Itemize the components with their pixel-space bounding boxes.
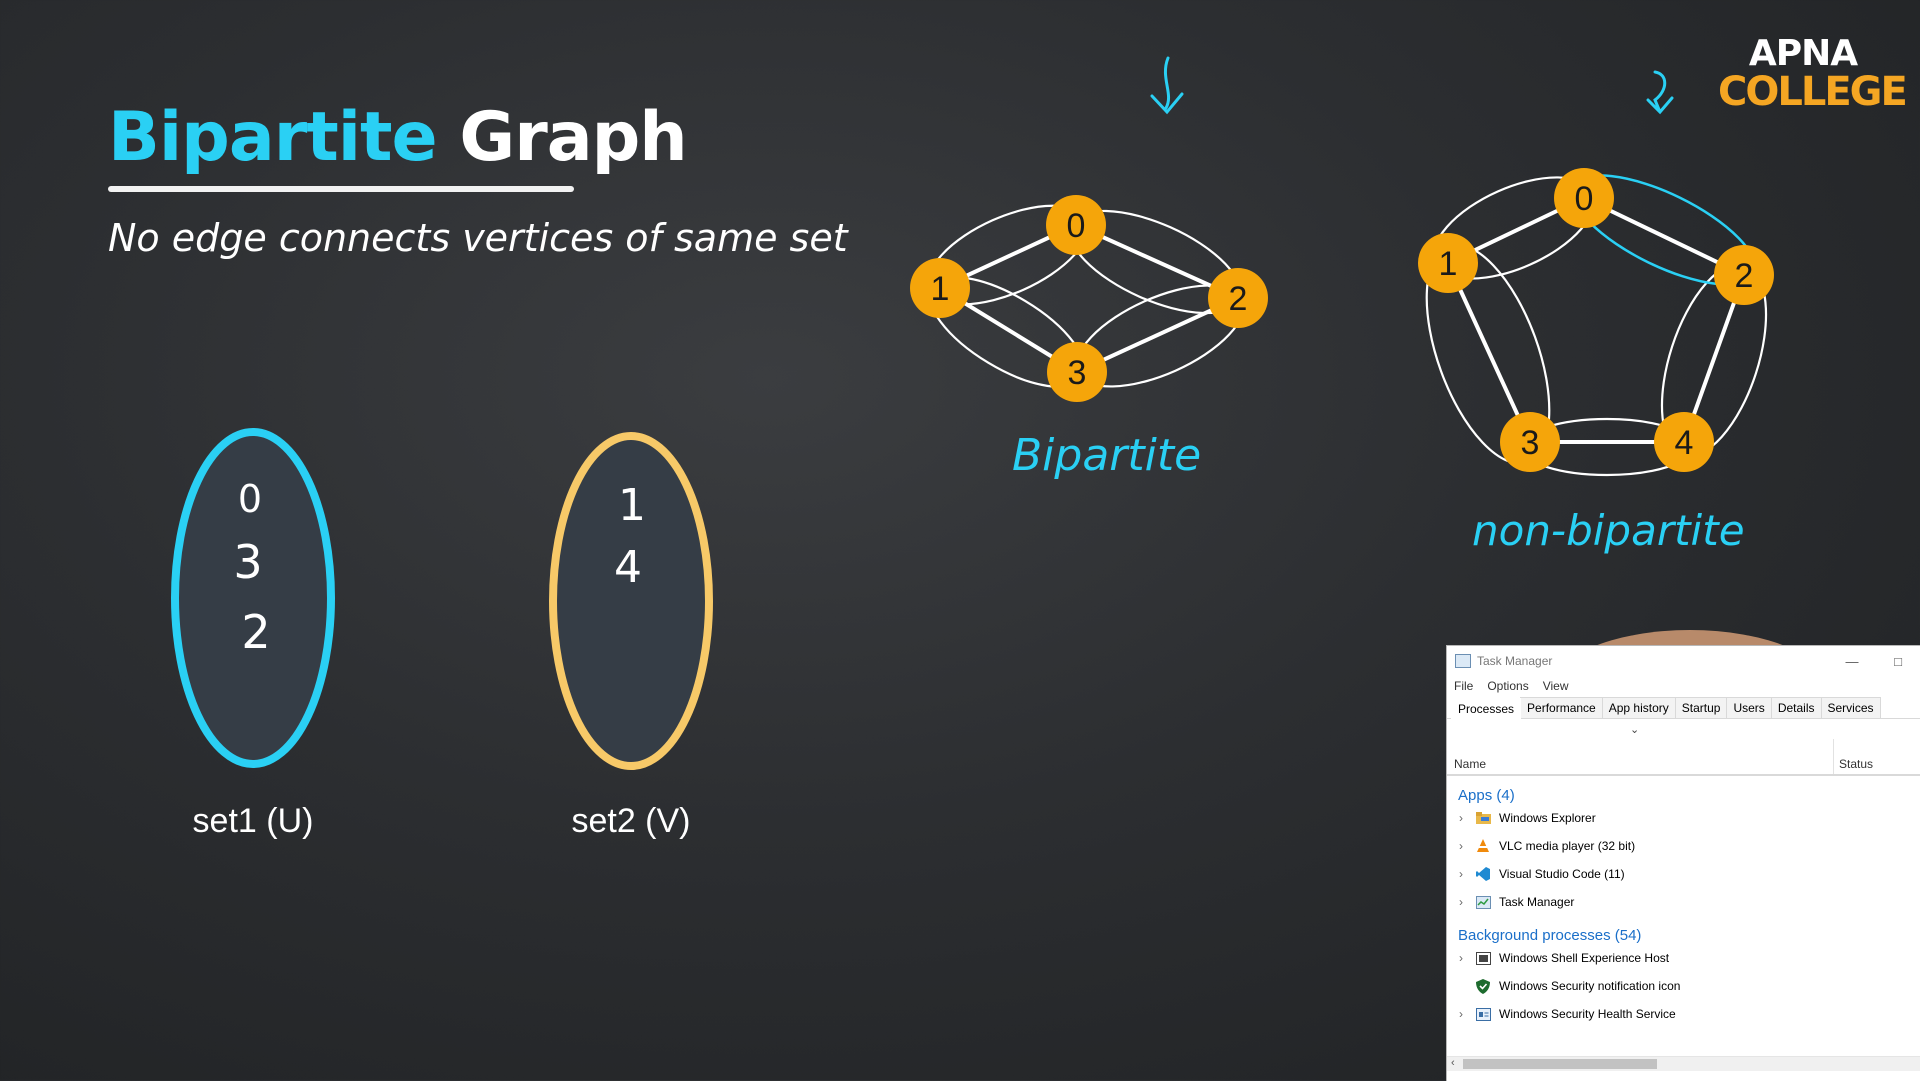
list-item-label: Task Manager (1499, 895, 1575, 909)
node-label: 2 (1229, 280, 1248, 318)
maximize-icon[interactable]: □ (1894, 653, 1902, 669)
graph-node (1714, 245, 1774, 305)
graph-node (1047, 342, 1107, 402)
set1-value: 2 (241, 605, 270, 659)
set2-value: 4 (614, 542, 642, 593)
graph-node (1046, 195, 1106, 255)
tab-startup[interactable]: Startup (1674, 697, 1728, 718)
window-title: Task Manager (1477, 654, 1553, 668)
scrollbar-thumb[interactable] (1463, 1059, 1657, 1069)
tab-bar: Processes Performance App history Startu… (1447, 696, 1920, 719)
chevron-right-icon[interactable]: › (1459, 1007, 1463, 1021)
list-item[interactable]: › Windows Shell Experience Host (1447, 944, 1920, 972)
menu-view[interactable]: View (1542, 679, 1569, 693)
tab-app-history[interactable]: App history (1601, 697, 1676, 718)
graph2-nodes: 0 1 2 3 4 (1418, 168, 1774, 472)
tab-details[interactable]: Details (1770, 697, 1822, 718)
column-name[interactable]: Name (1454, 757, 1487, 771)
background-group-header: Background processes (54) (1458, 927, 1642, 944)
node-label: 1 (1439, 245, 1458, 283)
graph-node (1418, 233, 1478, 293)
node-label: 3 (1521, 424, 1540, 462)
node-label: 0 (1575, 180, 1594, 218)
task-manager-window: Task Manager — □ File Options View Proce… (1446, 645, 1920, 1081)
vlc-cone-icon (1475, 839, 1491, 853)
list-item[interactable]: › Visual Studio Code (11) (1447, 860, 1920, 888)
list-item[interactable]: › Windows Explorer (1447, 804, 1920, 832)
set1-value: 3 (233, 535, 262, 589)
chevron-right-icon[interactable]: › (1459, 867, 1463, 881)
list-item-label: VLC media player (32 bit) (1499, 839, 1636, 853)
set1-label: set1 (U) (193, 802, 314, 840)
list-item[interactable]: › VLC media player (32 bit) (1447, 832, 1920, 860)
menu-file[interactable]: File (1454, 679, 1474, 693)
set2-label: set2 (V) (571, 802, 690, 840)
column-header: Name Status (1447, 739, 1920, 776)
menu-bar: File Options View (1447, 676, 1920, 696)
folder-icon (1475, 811, 1491, 825)
window-icon (1475, 951, 1491, 965)
list-item[interactable]: › Windows Security Health Service (1447, 1000, 1920, 1028)
vscode-icon (1475, 867, 1491, 881)
tab-users[interactable]: Users (1726, 697, 1772, 718)
chevron-right-icon[interactable]: › (1459, 839, 1463, 853)
title-underline (108, 186, 574, 192)
task-manager-icon (1475, 895, 1491, 909)
title-word-bipartite: Bipartite (108, 98, 438, 177)
chevron-right-icon[interactable]: › (1459, 811, 1463, 825)
title-word-graph: Graph (459, 98, 687, 177)
horizontal-scrollbar[interactable]: ‹ (1447, 1056, 1920, 1071)
service-icon (1475, 1007, 1491, 1021)
list-item-label: Windows Explorer (1499, 811, 1596, 825)
set2-value: 1 (618, 480, 646, 531)
list-item-label: Visual Studio Code (11) (1499, 867, 1625, 881)
node-label: 2 (1735, 257, 1754, 295)
list-item-label: Windows Security Health Service (1499, 1007, 1676, 1021)
apps-group-header: Apps (4) (1458, 787, 1515, 804)
chevron-right-icon[interactable]: › (1459, 951, 1463, 965)
list-item[interactable]: Windows Security notification icon (1447, 972, 1920, 1000)
shield-icon (1475, 978, 1491, 994)
graph1-label: Bipartite (1012, 430, 1201, 481)
chevron-down-icon[interactable]: ⌄ (1630, 724, 1640, 736)
node-label: 0 (1067, 207, 1086, 245)
window-titlebar[interactable]: Task Manager — □ (1447, 646, 1920, 676)
graph-node (1554, 168, 1614, 228)
page-title: Bipartite Graph (108, 104, 688, 172)
apna-college-logo: APNA COLLEGE (1718, 33, 1908, 115)
set1-value: 0 (238, 477, 262, 521)
set2-oval (549, 432, 713, 770)
down-arrow-icon (1150, 56, 1184, 115)
graph1-nodes: 0 1 2 3 (910, 195, 1268, 402)
tab-services[interactable]: Services (1820, 697, 1881, 718)
subtitle: No edge connects vertices of same set (108, 216, 848, 260)
menu-options[interactable]: Options (1487, 679, 1529, 693)
graph2-edges (1446, 196, 1746, 444)
tab-processes[interactable]: Processes (1451, 698, 1522, 719)
set1-oval (171, 428, 335, 768)
tab-performance[interactable]: Performance (1520, 697, 1603, 718)
scroll-left-icon[interactable]: ‹ (1451, 1057, 1455, 1069)
graph-node (1654, 412, 1714, 472)
list-item-label: Windows Security notification icon (1499, 979, 1681, 993)
list-item-label: Windows Shell Experience Host (1499, 951, 1670, 965)
column-status[interactable]: Status (1839, 757, 1874, 771)
down-arrow-icon (1646, 70, 1674, 115)
node-label: 4 (1675, 424, 1694, 462)
graph-node (910, 258, 970, 318)
node-label: 3 (1068, 354, 1087, 392)
graph2-label: non-bipartite (1472, 506, 1745, 555)
minimize-icon[interactable]: — (1845, 653, 1859, 669)
task-manager-icon (1455, 654, 1471, 668)
graph-node (1500, 412, 1560, 472)
list-item[interactable]: › Task Manager (1447, 888, 1920, 916)
graph-node (1208, 268, 1268, 328)
node-label: 1 (931, 270, 950, 308)
chevron-right-icon[interactable]: › (1459, 895, 1463, 909)
